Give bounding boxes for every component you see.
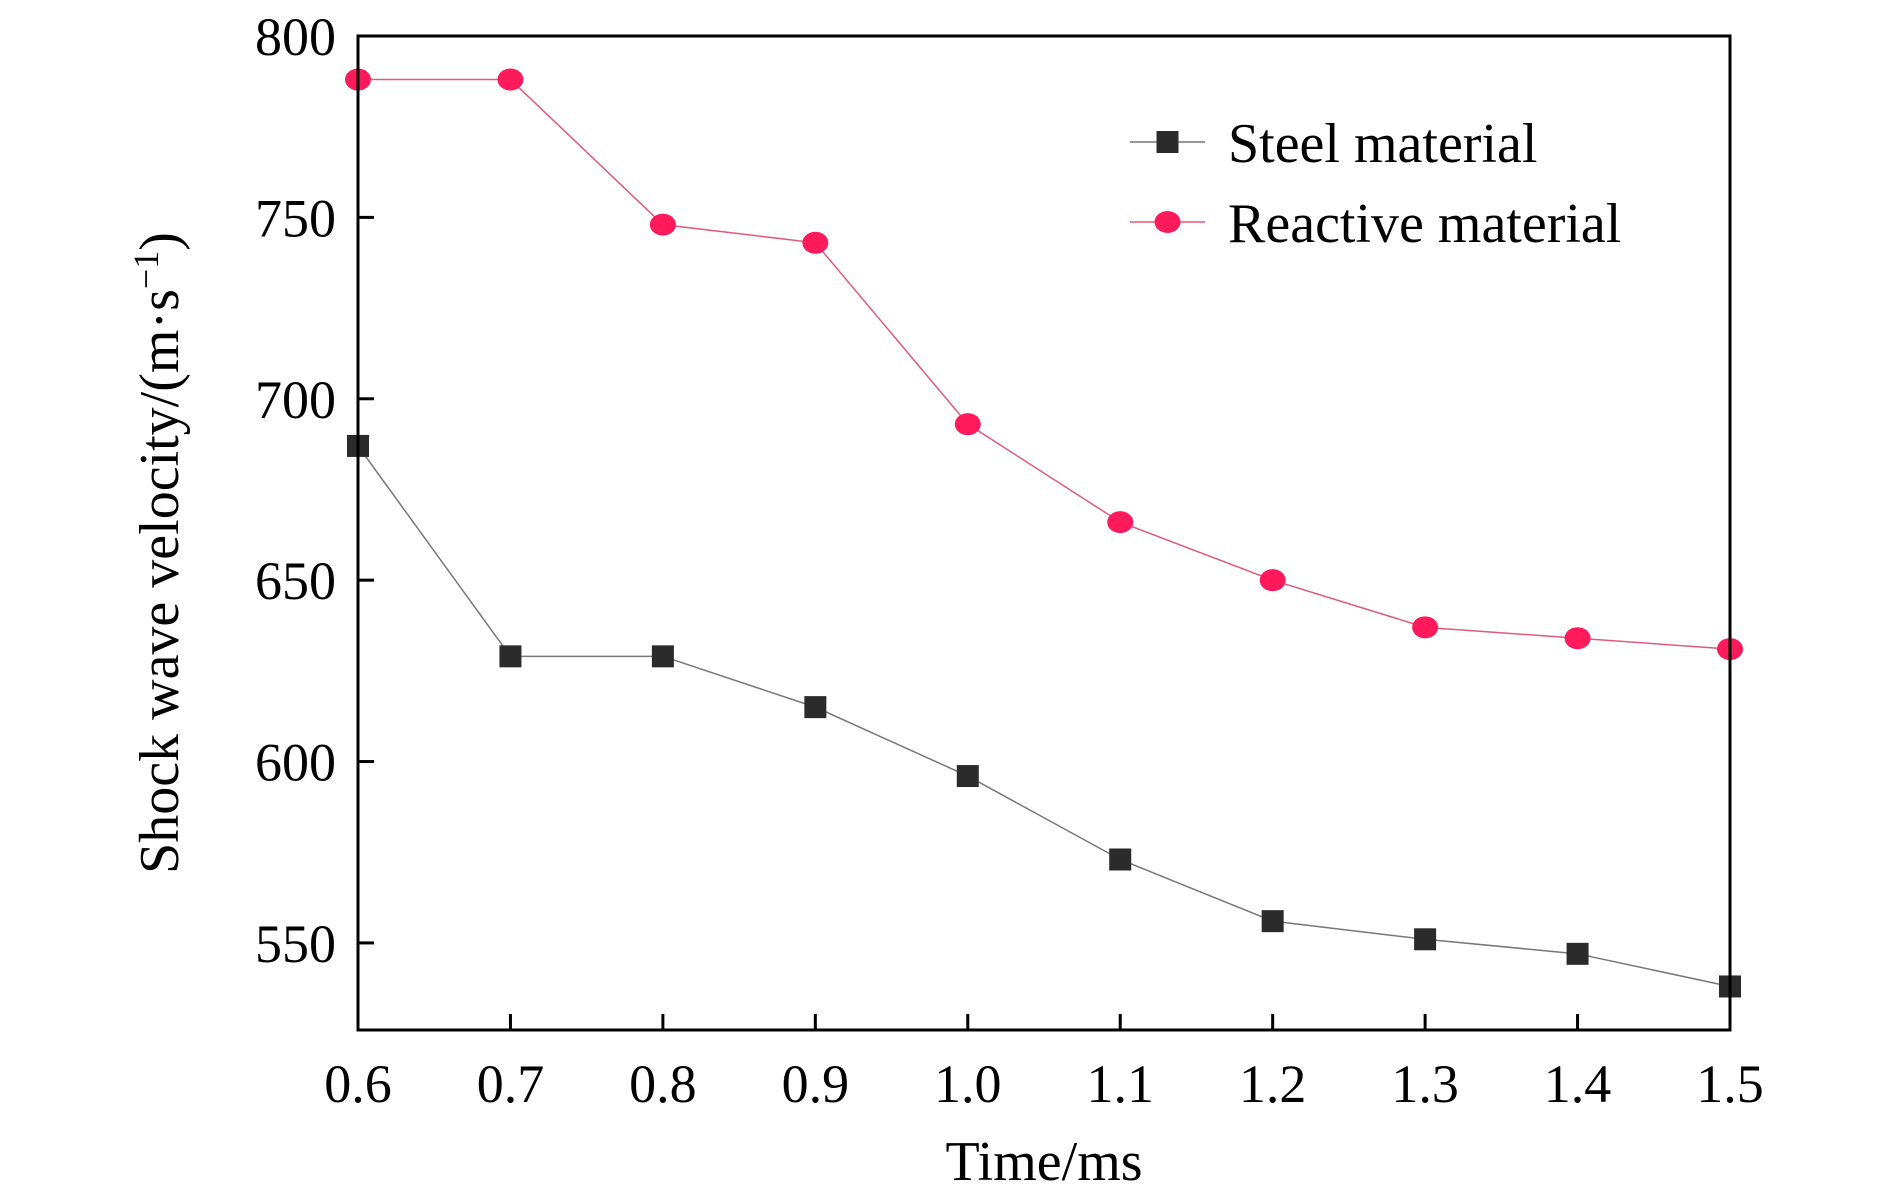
data-point (1259, 569, 1286, 592)
x-tick-label: 1.5 (1696, 1054, 1764, 1114)
series-line (358, 78, 1731, 650)
x-tick-label: 1.3 (1391, 1054, 1459, 1114)
x-tick-label: 0.6 (324, 1054, 392, 1114)
y-axis-title-superscript: −1 (126, 251, 166, 289)
y-axis: 550 600 650 700 750 800 (255, 7, 374, 974)
legend-item: Reactive material (1130, 193, 1621, 255)
x-tick-label: 1.4 (1544, 1054, 1612, 1114)
x-tick-label: 1.2 (1239, 1054, 1307, 1114)
legend-marker (1154, 211, 1181, 233)
data-point (1107, 511, 1134, 534)
legend-label: Reactive material (1228, 193, 1621, 255)
data-point (802, 231, 829, 254)
series-line (357, 445, 1731, 988)
data-point (651, 645, 674, 668)
y-tick-label: 550 (255, 914, 336, 974)
x-axis: 0.6 0.7 0.8 0.9 1.0 1.1 1.2 1.3 1.4 1.5 (324, 1014, 1764, 1114)
x-tick-label: 1.1 (1086, 1054, 1154, 1114)
x-tick-label: 0.8 (629, 1054, 697, 1114)
y-axis-title: Shock wave velocity/(m·s−1) (126, 232, 191, 874)
y-axis-title-main: Shock wave velocity/(m·s (129, 289, 191, 874)
y-axis-title-close: ) (129, 232, 191, 251)
data-point (1414, 928, 1437, 951)
data-point (956, 765, 979, 788)
y-tick-label: 600 (255, 733, 336, 793)
legend-label: Steel material (1228, 113, 1537, 175)
series-1 (347, 434, 1741, 998)
data-point (1261, 910, 1284, 933)
legend-marker (1156, 131, 1179, 153)
y-tick-label: 700 (255, 370, 336, 430)
y-tick-label: 650 (255, 551, 336, 611)
plot-frame (356, 34, 1732, 1032)
data-point (1564, 627, 1591, 650)
data-point (1566, 942, 1589, 965)
data-point (1109, 848, 1132, 871)
data-point (649, 213, 676, 236)
series-layer (345, 68, 1743, 998)
x-axis-title: Time/ms (945, 1131, 1142, 1193)
y-tick-label: 800 (255, 7, 336, 67)
legend-item: Steel material (1130, 113, 1537, 175)
data-point (497, 68, 524, 91)
x-tick-label: 0.9 (782, 1054, 850, 1114)
series-2 (345, 68, 1743, 661)
x-tick-label: 0.7 (477, 1054, 545, 1114)
data-point (1412, 616, 1439, 639)
x-tick-label: 1.0 (934, 1054, 1002, 1114)
data-point (954, 413, 981, 436)
data-point (804, 696, 827, 719)
y-tick-label: 750 (255, 188, 336, 248)
data-point (499, 645, 522, 668)
legend: Steel material Reactive material (1130, 113, 1621, 255)
